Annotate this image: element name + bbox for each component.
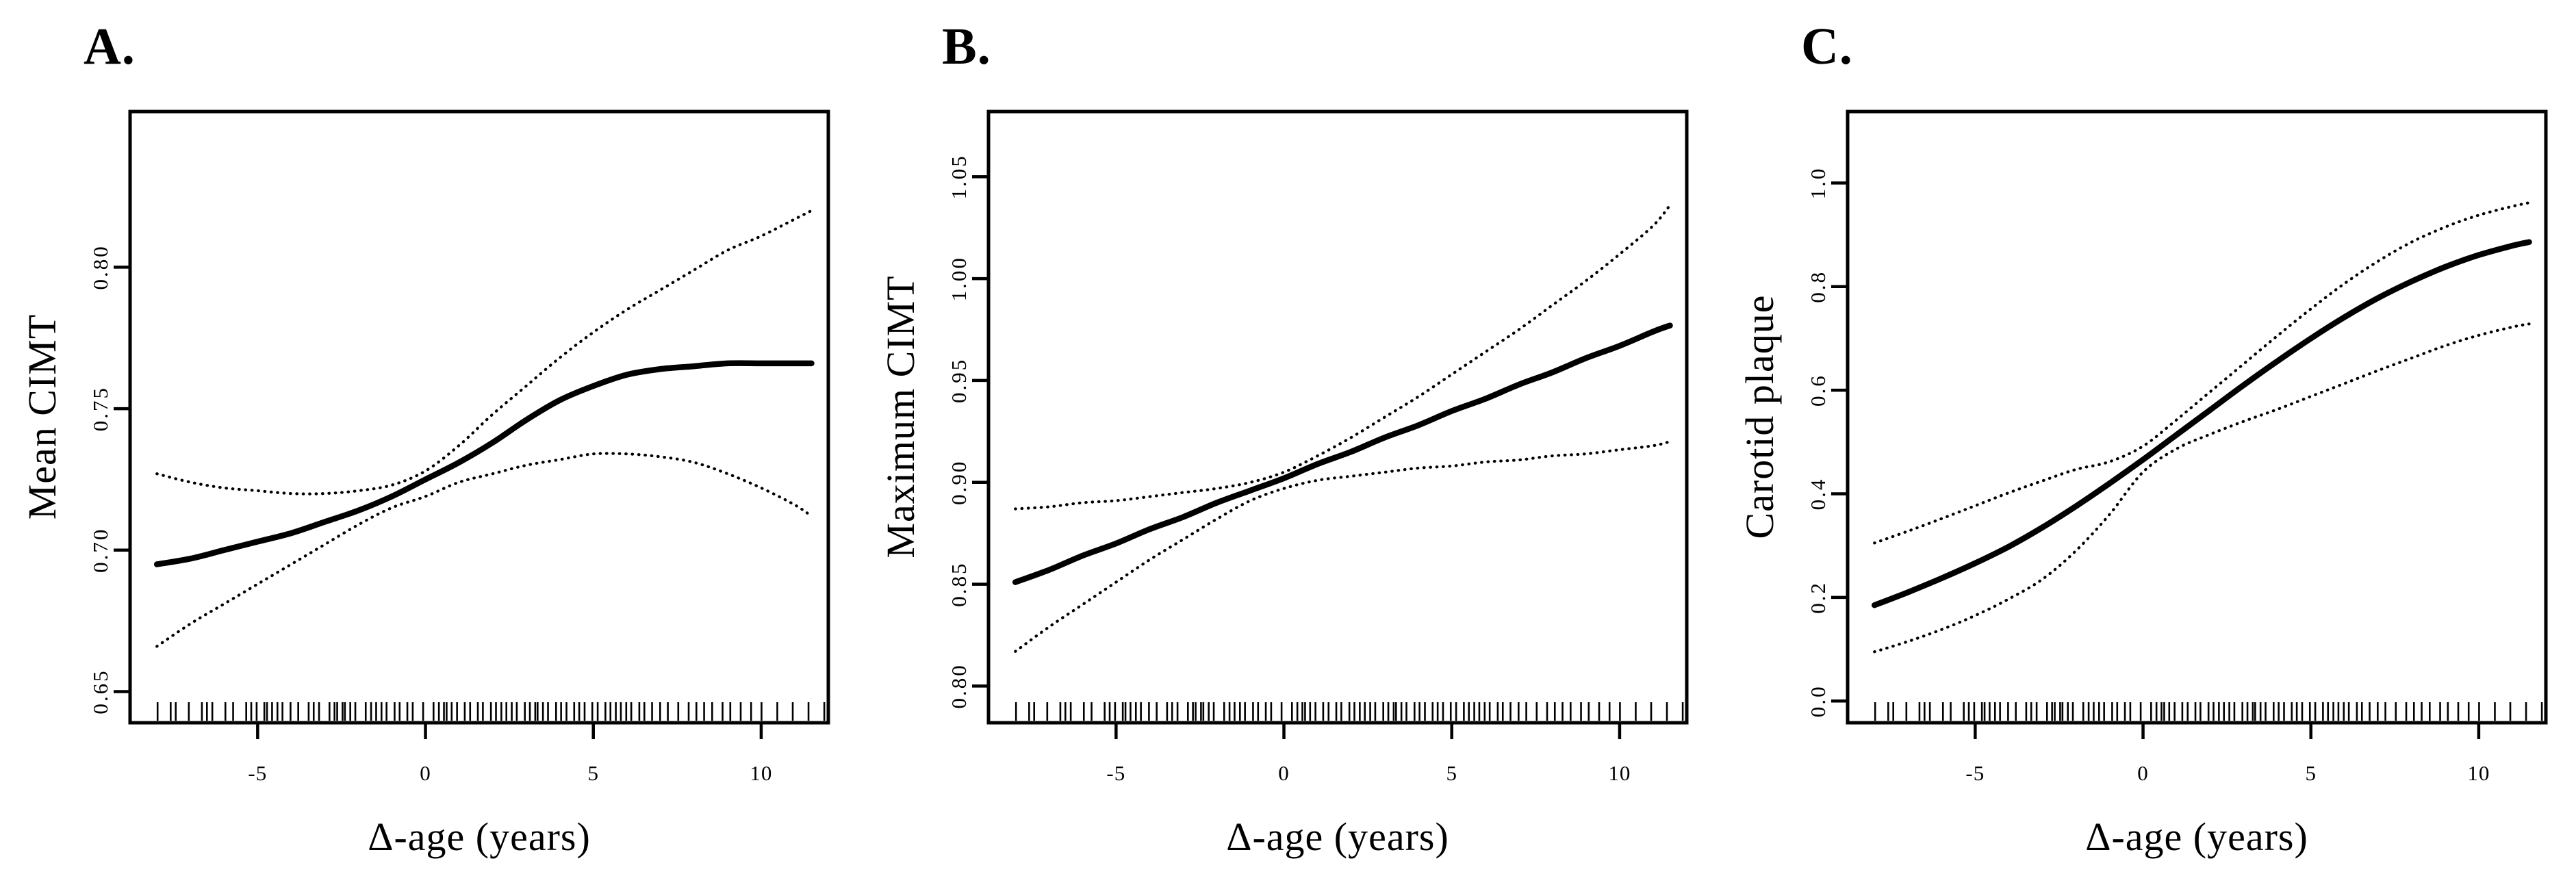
y-tick-label: 0.75 bbox=[88, 386, 112, 431]
x-tick-label: 10 bbox=[2467, 761, 2490, 785]
plot-box bbox=[128, 110, 830, 725]
plot-box bbox=[986, 110, 1689, 725]
y-tick-label: 0.95 bbox=[947, 358, 971, 403]
plot-box bbox=[1846, 110, 2548, 725]
rug-ticks bbox=[1015, 702, 1684, 721]
panel-a-plot: 0.65 0.70 0.75 0.80 -5 0 5 10 bbox=[88, 110, 830, 785]
y-tick-label: 0.70 bbox=[88, 528, 112, 573]
x-tick-label: 0 bbox=[2137, 761, 2149, 785]
ci-upper-curve bbox=[155, 209, 813, 496]
fit-curve bbox=[153, 360, 815, 567]
x-tick-label: 5 bbox=[1446, 761, 1457, 785]
panel-c-letter: C. bbox=[1801, 18, 1853, 75]
panel-c-x-axis-title: Δ-age (years) bbox=[2085, 814, 2308, 859]
y-tick-label: 1.0 bbox=[1806, 167, 1830, 200]
x-tick-label: 5 bbox=[2305, 761, 2317, 785]
y-tick-label: 0.6 bbox=[1806, 374, 1830, 407]
panel-a-letter: A. bbox=[84, 18, 136, 75]
y-tick-label: 0.2 bbox=[1806, 581, 1830, 614]
y-tick-label: 1.05 bbox=[947, 154, 971, 199]
panel-a-x-axis-title: Δ-age (years) bbox=[368, 814, 591, 859]
y-tick-label: 0.80 bbox=[88, 244, 112, 290]
y-tick-label: 1.00 bbox=[947, 256, 971, 301]
x-tick-label: 5 bbox=[587, 761, 599, 785]
x-tick-label: 0 bbox=[420, 761, 431, 785]
ci-lower-curve bbox=[1873, 322, 2531, 654]
x-tick-label: -5 bbox=[1965, 761, 1985, 785]
ci-upper-curve bbox=[1873, 201, 2531, 545]
x-tick-label: -5 bbox=[248, 761, 267, 785]
panel-b-plot: 0.80 0.85 0.90 0.95 1.00 1.05 -5 0 5 10 bbox=[947, 110, 1689, 785]
rug-ticks bbox=[1874, 702, 2543, 721]
x-tick-label: 10 bbox=[750, 761, 772, 785]
panel-b-x-axis-title: Δ-age (years) bbox=[1226, 814, 1449, 859]
panel-b: B. Maximum CIMT 0.80 0.85 0.90 0.95 1.00 1.05… bbox=[858, 0, 1717, 874]
x-tick-label: 0 bbox=[1278, 761, 1290, 785]
ci-lower-curve bbox=[155, 452, 813, 648]
panel-c: C. Carotid plaque 0.0 0.2 0.4 0.6 0.8 1.0 -5 0 5… bbox=[1718, 0, 2576, 874]
x-tick-label: 10 bbox=[1608, 761, 1631, 785]
y-tick-label: 0.4 bbox=[1806, 478, 1830, 511]
x-tick-label: -5 bbox=[1106, 761, 1125, 785]
y-tick-label: 0.85 bbox=[947, 561, 971, 606]
panel-c-plot: 0.0 0.2 0.4 0.6 0.8 1.0 -5 0 5 10 bbox=[1806, 110, 2548, 785]
y-tick-label: 0.80 bbox=[947, 663, 971, 708]
fit-curve bbox=[1871, 239, 2532, 608]
panel-a: A. Mean CIMT 0.65 0.70 0.75 0.80 -5 0 5 10 Δ-ag… bbox=[0, 0, 858, 874]
panel-b-letter: B. bbox=[942, 18, 991, 75]
y-tick-label: 0.0 bbox=[1806, 684, 1830, 717]
y-tick-label: 0.90 bbox=[947, 460, 971, 505]
ci-lower-curve bbox=[1014, 440, 1672, 653]
y-tick-label: 0.65 bbox=[88, 669, 112, 714]
ci-upper-curve bbox=[1014, 203, 1672, 511]
fit-curve bbox=[1012, 322, 1673, 585]
rug-ticks bbox=[156, 702, 826, 721]
y-tick-label: 0.8 bbox=[1806, 270, 1830, 303]
